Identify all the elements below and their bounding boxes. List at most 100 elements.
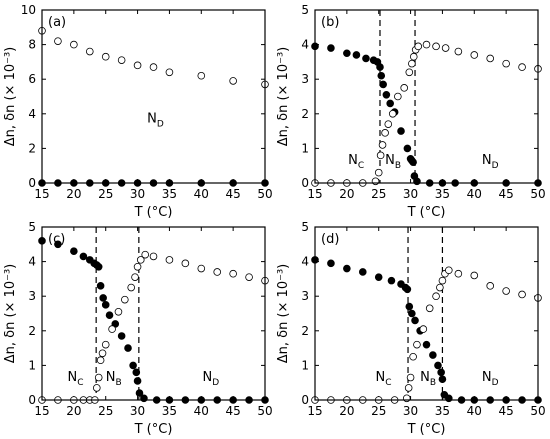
x-tick-label: 20 — [66, 404, 81, 418]
data-point-filled — [327, 259, 335, 268]
y-tick-label: 0 — [28, 176, 36, 190]
data-point-filled — [70, 247, 78, 256]
x-tick-label: 30 — [403, 404, 418, 418]
data-point-open — [402, 394, 411, 403]
data-point-open — [470, 51, 479, 59]
phase-label: NC — [67, 370, 83, 388]
x-tick-label: 30 — [403, 187, 418, 201]
data-point-filled — [429, 351, 437, 359]
x-tick-label: 25 — [98, 404, 113, 418]
data-point-open — [425, 304, 434, 313]
data-point-filled — [99, 294, 107, 302]
data-point-filled — [105, 311, 114, 320]
data-point-open — [229, 269, 237, 278]
x-tick-label: 45 — [226, 404, 241, 418]
y-tick-label: 2 — [301, 324, 309, 338]
y-tick-label: 4 — [28, 107, 36, 121]
x-tick-label: 45 — [499, 187, 514, 201]
x-axis-label: T (°C) — [407, 422, 446, 437]
x-tick-label: 20 — [339, 404, 354, 418]
data-point-filled — [374, 273, 383, 281]
data-point-filled — [444, 394, 453, 403]
y-tick-label: 3 — [301, 72, 309, 86]
y-tick-label: 4 — [28, 255, 36, 269]
x-tick-label: 50 — [530, 187, 545, 201]
data-point-filled — [437, 368, 445, 377]
data-point-filled — [377, 71, 386, 80]
data-point-filled — [376, 63, 384, 71]
data-point-open — [133, 61, 142, 70]
axes-frame — [314, 9, 539, 184]
data-point-open — [181, 259, 190, 268]
data-point-open — [486, 282, 495, 290]
data-point-open — [454, 47, 463, 56]
data-point-open — [121, 295, 129, 304]
data-point-open — [518, 63, 526, 71]
data-point-open — [127, 283, 135, 292]
x-tick-label: 35 — [435, 187, 450, 201]
data-point-open — [486, 54, 495, 63]
x-axis-label: T (°C) — [134, 205, 173, 220]
data-point-open — [444, 266, 453, 275]
data-point-filled — [422, 340, 431, 349]
data-point-open — [54, 37, 62, 45]
data-point-filled — [387, 276, 396, 285]
y-tick-label: 2 — [28, 324, 36, 338]
x-axis-label: T (°C) — [407, 205, 446, 220]
phase-label: ND — [482, 153, 499, 171]
data-point-open — [229, 77, 237, 85]
data-point-open — [409, 352, 417, 361]
y-axis-label: Δn, δn (× 10⁻³) — [3, 47, 18, 147]
data-point-open — [165, 256, 174, 264]
phase-label: ND — [203, 370, 220, 388]
data-point-filled — [101, 301, 110, 309]
data-point-open — [388, 110, 397, 118]
y-tick-label: 5 — [301, 220, 309, 234]
panel-label: (b) — [321, 15, 339, 30]
x-tick-label: 35 — [162, 404, 177, 418]
data-point-filled — [413, 177, 421, 186]
x-tick-label: 45 — [499, 404, 514, 418]
data-point-open — [436, 283, 444, 292]
y-tick-label: 10 — [21, 3, 36, 17]
phase-label: NB — [106, 370, 122, 388]
data-point-filled — [379, 80, 387, 89]
data-point-open — [108, 325, 116, 333]
x-tick-label: 15 — [307, 187, 322, 201]
data-point-open — [371, 177, 380, 186]
y-tick-label: 5 — [301, 3, 309, 17]
y-axis-label: Δn, δn (× 10⁻³) — [276, 264, 291, 364]
data-point-open — [404, 384, 413, 392]
phase-label: NB — [420, 370, 436, 388]
x-tick-label: 40 — [467, 404, 482, 418]
data-point-open — [96, 356, 105, 365]
x-axis-label: T (°C) — [134, 422, 173, 437]
data-point-filled — [124, 344, 132, 352]
data-point-open — [408, 59, 416, 68]
x-tick-label: 15 — [307, 404, 322, 418]
y-tick-label: 4 — [301, 255, 309, 269]
y-tick-label: 0 — [28, 393, 36, 407]
x-tick-label: 20 — [66, 187, 81, 201]
data-point-filled — [129, 361, 137, 370]
data-point-filled — [133, 377, 142, 385]
data-point-open — [197, 71, 206, 80]
data-point-open — [518, 290, 526, 299]
phase-label: NB — [385, 153, 401, 171]
x-tick-label: 40 — [194, 404, 209, 418]
x-tick-label: 25 — [98, 187, 113, 201]
y-tick-label: 4 — [301, 38, 309, 52]
y-tick-label: 6 — [28, 72, 36, 86]
data-point-open — [213, 268, 222, 276]
data-point-open — [502, 59, 510, 68]
panel-label: (a) — [48, 15, 66, 30]
data-point-open — [197, 264, 206, 273]
data-point-open — [114, 307, 123, 316]
data-point-open — [432, 42, 440, 51]
data-point-filled — [96, 282, 105, 290]
y-tick-label: 5 — [28, 220, 36, 234]
data-point-filled — [403, 285, 412, 294]
